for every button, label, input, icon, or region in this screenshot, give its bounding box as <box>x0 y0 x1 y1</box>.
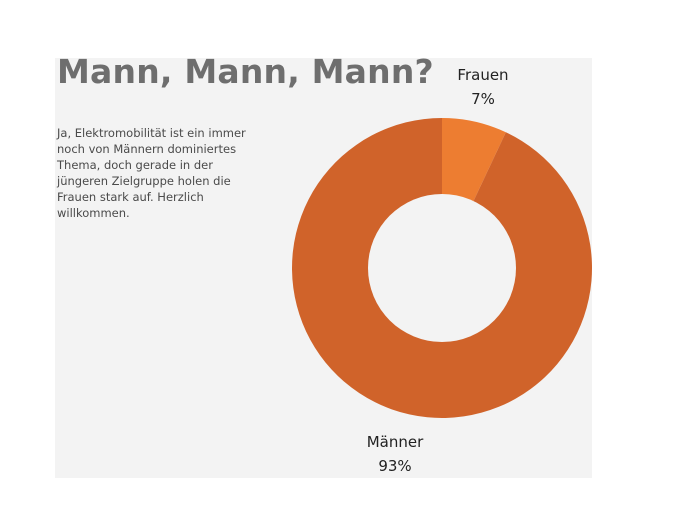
slice-label-frauen-name: Frauen <box>457 66 508 84</box>
body-text: Ja, Elektromobilität ist ein immer noch … <box>57 126 246 220</box>
slice-label-frauen-value: 7% <box>471 90 495 108</box>
donut-hole <box>368 194 516 342</box>
slice-label-maenner-value: 93% <box>378 457 411 475</box>
slice-label-maenner-name: Männer <box>367 433 424 451</box>
headline: Mann, Mann, Mann? <box>57 52 434 91</box>
